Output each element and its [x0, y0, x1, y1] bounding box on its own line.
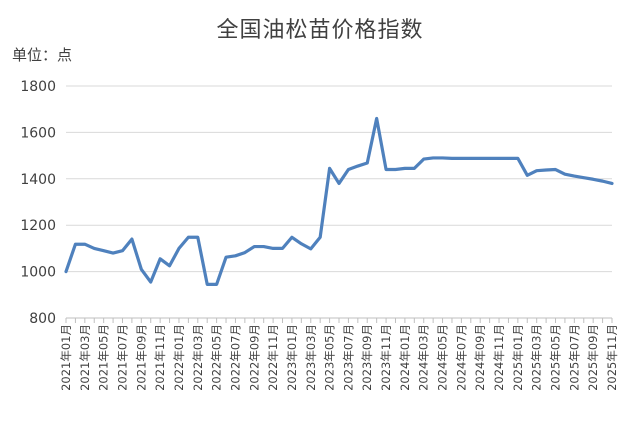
- x-tick-label: 2022年09月: [247, 324, 261, 391]
- x-tick-label: 2024年01月: [398, 324, 412, 391]
- data-point: [64, 270, 68, 273]
- data-point: [479, 157, 482, 160]
- data-point: [253, 245, 256, 248]
- data-point: [158, 257, 162, 261]
- data-point: [356, 164, 360, 168]
- y-tick-label: 1600: [20, 125, 56, 141]
- x-tick-label: 2023年03月: [304, 324, 318, 391]
- unit-label: 单位：点: [12, 46, 73, 64]
- data-point: [413, 167, 416, 170]
- x-tick-label: 2023年05月: [323, 324, 337, 391]
- data-point: [111, 251, 115, 255]
- data-point: [187, 236, 190, 239]
- data-point: [262, 245, 265, 248]
- data-point: [526, 174, 529, 177]
- x-tick-label: 2025年07月: [567, 324, 581, 391]
- data-point: [121, 249, 124, 252]
- data-point: [281, 247, 284, 250]
- data-point: [384, 168, 388, 171]
- data-point: [271, 247, 275, 250]
- x-tick-label: 2025年05月: [549, 324, 563, 391]
- data-point: [215, 283, 218, 286]
- x-tick-label: 2021年07月: [115, 324, 129, 391]
- x-tick-label: 2021年05月: [97, 324, 111, 391]
- data-point: [488, 157, 491, 160]
- data-point: [516, 157, 520, 160]
- data-point: [610, 182, 614, 185]
- y-tick-label: 800: [29, 311, 56, 327]
- data-point: [441, 156, 444, 160]
- x-tick-label: 2022年05月: [210, 324, 224, 391]
- x-tick-label: 2024年05月: [436, 324, 450, 391]
- data-point: [318, 236, 322, 239]
- y-tick-label: 1400: [20, 172, 56, 188]
- data-point: [309, 247, 312, 251]
- data-point: [591, 178, 595, 181]
- x-tick-label: 2022年11月: [266, 324, 280, 391]
- x-tick-label: 2022年01月: [172, 324, 186, 391]
- data-point: [375, 117, 378, 120]
- data-point: [74, 243, 77, 246]
- x-tick-label: 2023年01月: [285, 324, 299, 391]
- series-line: [64, 116, 614, 286]
- x-tick-label: 2025年03月: [530, 324, 544, 391]
- data-point: [168, 264, 171, 267]
- data-point: [102, 249, 105, 252]
- data-point: [366, 161, 369, 165]
- data-point: [497, 157, 501, 160]
- data-point: [450, 157, 454, 160]
- data-point: [206, 283, 209, 286]
- data-point: [347, 168, 350, 171]
- data-point: [196, 236, 199, 239]
- data-point: [601, 179, 604, 183]
- data-point: [224, 256, 228, 259]
- x-tick-label: 2024年07月: [454, 324, 468, 391]
- x-tick-label: 2023年07月: [341, 324, 355, 391]
- data-point: [394, 168, 397, 171]
- data-point: [507, 157, 510, 160]
- x-tick-label: 2024年11月: [492, 324, 506, 391]
- x-tick-label: 2022年07月: [228, 324, 242, 391]
- data-point: [582, 176, 585, 179]
- data-point: [535, 169, 538, 172]
- x-tick-label: 2023年09月: [360, 324, 374, 391]
- x-tick-label: 2021年03月: [78, 324, 92, 391]
- y-tick-label: 1200: [20, 218, 56, 234]
- data-point: [431, 156, 435, 160]
- data-point: [177, 247, 181, 250]
- x-tick-label: 2024年09月: [473, 324, 487, 391]
- data-point: [469, 157, 472, 160]
- data-point: [573, 174, 576, 178]
- x-tick-label: 2025年11月: [605, 324, 619, 391]
- x-tick-label: 2021年09月: [134, 324, 148, 391]
- data-point: [337, 182, 341, 185]
- chart-title: 全国油松苗价格指数: [216, 18, 424, 43]
- x-tick-label: 2025年01月: [511, 324, 525, 391]
- data-point: [149, 280, 152, 284]
- y-tick-label: 1000: [20, 265, 56, 281]
- data-point: [403, 167, 407, 170]
- data-point: [93, 247, 96, 250]
- data-point: [544, 168, 548, 172]
- x-tick-label: 2024年03月: [417, 324, 431, 391]
- data-point: [234, 254, 237, 258]
- data-point: [554, 168, 557, 171]
- x-tick-label: 2021年01月: [59, 324, 73, 391]
- data-point: [563, 172, 567, 176]
- data-point: [422, 157, 425, 161]
- data-point: [328, 167, 331, 170]
- x-tick-label: 2023年11月: [379, 324, 393, 391]
- data-point: [460, 157, 463, 160]
- data-point: [290, 236, 294, 239]
- x-tick-label: 2021年11月: [153, 324, 167, 391]
- data-point: [130, 237, 134, 241]
- data-point: [300, 242, 303, 245]
- data-point: [83, 243, 87, 246]
- x-tick-label: 2025年09月: [586, 324, 600, 391]
- y-tick-label: 1800: [20, 79, 56, 95]
- data-point: [243, 251, 247, 254]
- x-tick-label: 2022年03月: [191, 324, 205, 391]
- data-point: [140, 268, 143, 271]
